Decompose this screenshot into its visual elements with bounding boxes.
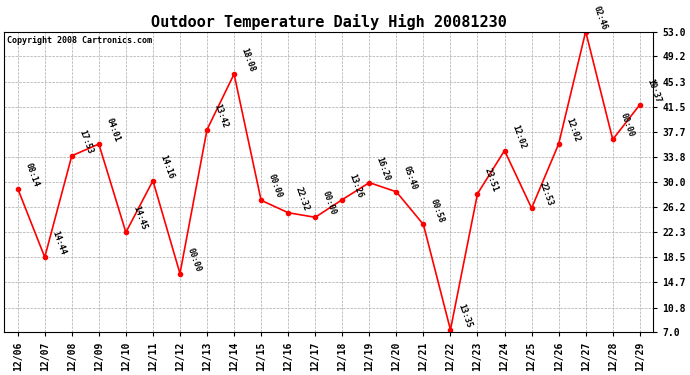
- Title: Outdoor Temperature Daily High 20081230: Outdoor Temperature Daily High 20081230: [151, 14, 506, 30]
- Text: 05:40: 05:40: [402, 164, 419, 191]
- Text: 16:20: 16:20: [375, 155, 392, 182]
- Text: 04:01: 04:01: [104, 117, 121, 143]
- Text: 12:02: 12:02: [564, 117, 581, 143]
- Text: 17:53: 17:53: [77, 129, 95, 155]
- Text: 14:16: 14:16: [159, 153, 175, 180]
- Text: 18:08: 18:08: [239, 46, 257, 73]
- Text: 00:00: 00:00: [186, 246, 203, 273]
- Text: 22:32: 22:32: [294, 185, 310, 212]
- Text: 13:35: 13:35: [456, 303, 473, 329]
- Text: 00:00: 00:00: [321, 190, 338, 216]
- Text: 12:02: 12:02: [510, 123, 527, 150]
- Text: 13:26: 13:26: [348, 172, 365, 199]
- Text: 10:37: 10:37: [645, 77, 662, 104]
- Text: 00:00: 00:00: [618, 112, 635, 139]
- Text: 22:53: 22:53: [537, 181, 554, 207]
- Text: 00:00: 00:00: [266, 173, 284, 200]
- Text: 13:42: 13:42: [213, 102, 230, 129]
- Text: 23:51: 23:51: [483, 166, 500, 193]
- Text: 02:46: 02:46: [591, 4, 609, 31]
- Text: 00:58: 00:58: [429, 197, 446, 224]
- Text: 14:44: 14:44: [50, 230, 68, 256]
- Text: Copyright 2008 Cartronics.com: Copyright 2008 Cartronics.com: [8, 36, 152, 45]
- Text: 14:45: 14:45: [131, 205, 148, 232]
- Text: 08:14: 08:14: [23, 161, 40, 188]
